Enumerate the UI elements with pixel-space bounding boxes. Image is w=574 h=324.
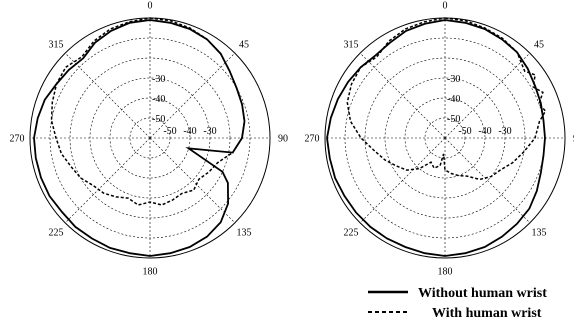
angle-tick-label: 225	[48, 228, 63, 239]
grid-spoke	[64, 137, 151, 224]
grid-spoke	[359, 137, 446, 224]
radial-tick-label-h: -40	[183, 126, 196, 137]
radial-tick-label: -40	[152, 94, 165, 105]
legend-label-with: With human wrist	[432, 306, 542, 321]
radial-tick-label: -40	[447, 94, 460, 105]
radial-tick-label: -30	[447, 74, 460, 85]
angle-tick-label: 0	[443, 1, 448, 12]
angle-tick-label: 180	[143, 267, 158, 278]
radial-tick-label-h: -50	[458, 126, 471, 137]
legend: Without human wrist With human wrist	[368, 286, 547, 321]
radial-tick-label-h: -30	[498, 126, 511, 137]
polar-plot-left: 0 45 90 135 180 225 270 315 -50 -40 -30 -50 -40 -30	[10, 1, 289, 278]
radial-tick-label-h: -30	[203, 126, 216, 137]
radial-tick-label: -50	[447, 114, 460, 125]
grid-spoke	[149, 137, 236, 224]
angle-tick-label: 180	[438, 267, 453, 278]
angle-tick-label: 0	[148, 1, 153, 12]
radial-tick-label-h: -40	[478, 126, 491, 137]
grid-spoke	[359, 52, 446, 139]
angle-tick-label: 135	[532, 228, 547, 239]
radial-tick-label: -30	[152, 74, 165, 85]
angle-tick-label: 45	[534, 39, 544, 50]
angle-tick-label: 270	[10, 134, 25, 145]
angle-tick-label: 225	[343, 228, 358, 239]
series-with-wrist	[346, 17, 547, 181]
series-with-wrist	[50, 17, 246, 206]
grid-spoke	[444, 137, 531, 224]
radial-tick-label-h: -50	[163, 126, 176, 137]
angle-tick-label: 45	[239, 39, 249, 50]
angle-tick-label: 270	[305, 134, 320, 145]
angle-tick-label: 315	[48, 39, 63, 50]
angle-tick-label: 90	[278, 134, 288, 145]
angle-tick-label: 315	[343, 39, 358, 50]
grid-spoke	[444, 52, 531, 139]
grid-spoke	[149, 52, 236, 139]
series-without-wrist	[326, 19, 546, 257]
angle-tick-label: 135	[237, 228, 252, 239]
grid-spoke	[64, 52, 151, 139]
radial-tick-label: -50	[152, 114, 165, 125]
legend-label-without: Without human wrist	[418, 286, 547, 301]
